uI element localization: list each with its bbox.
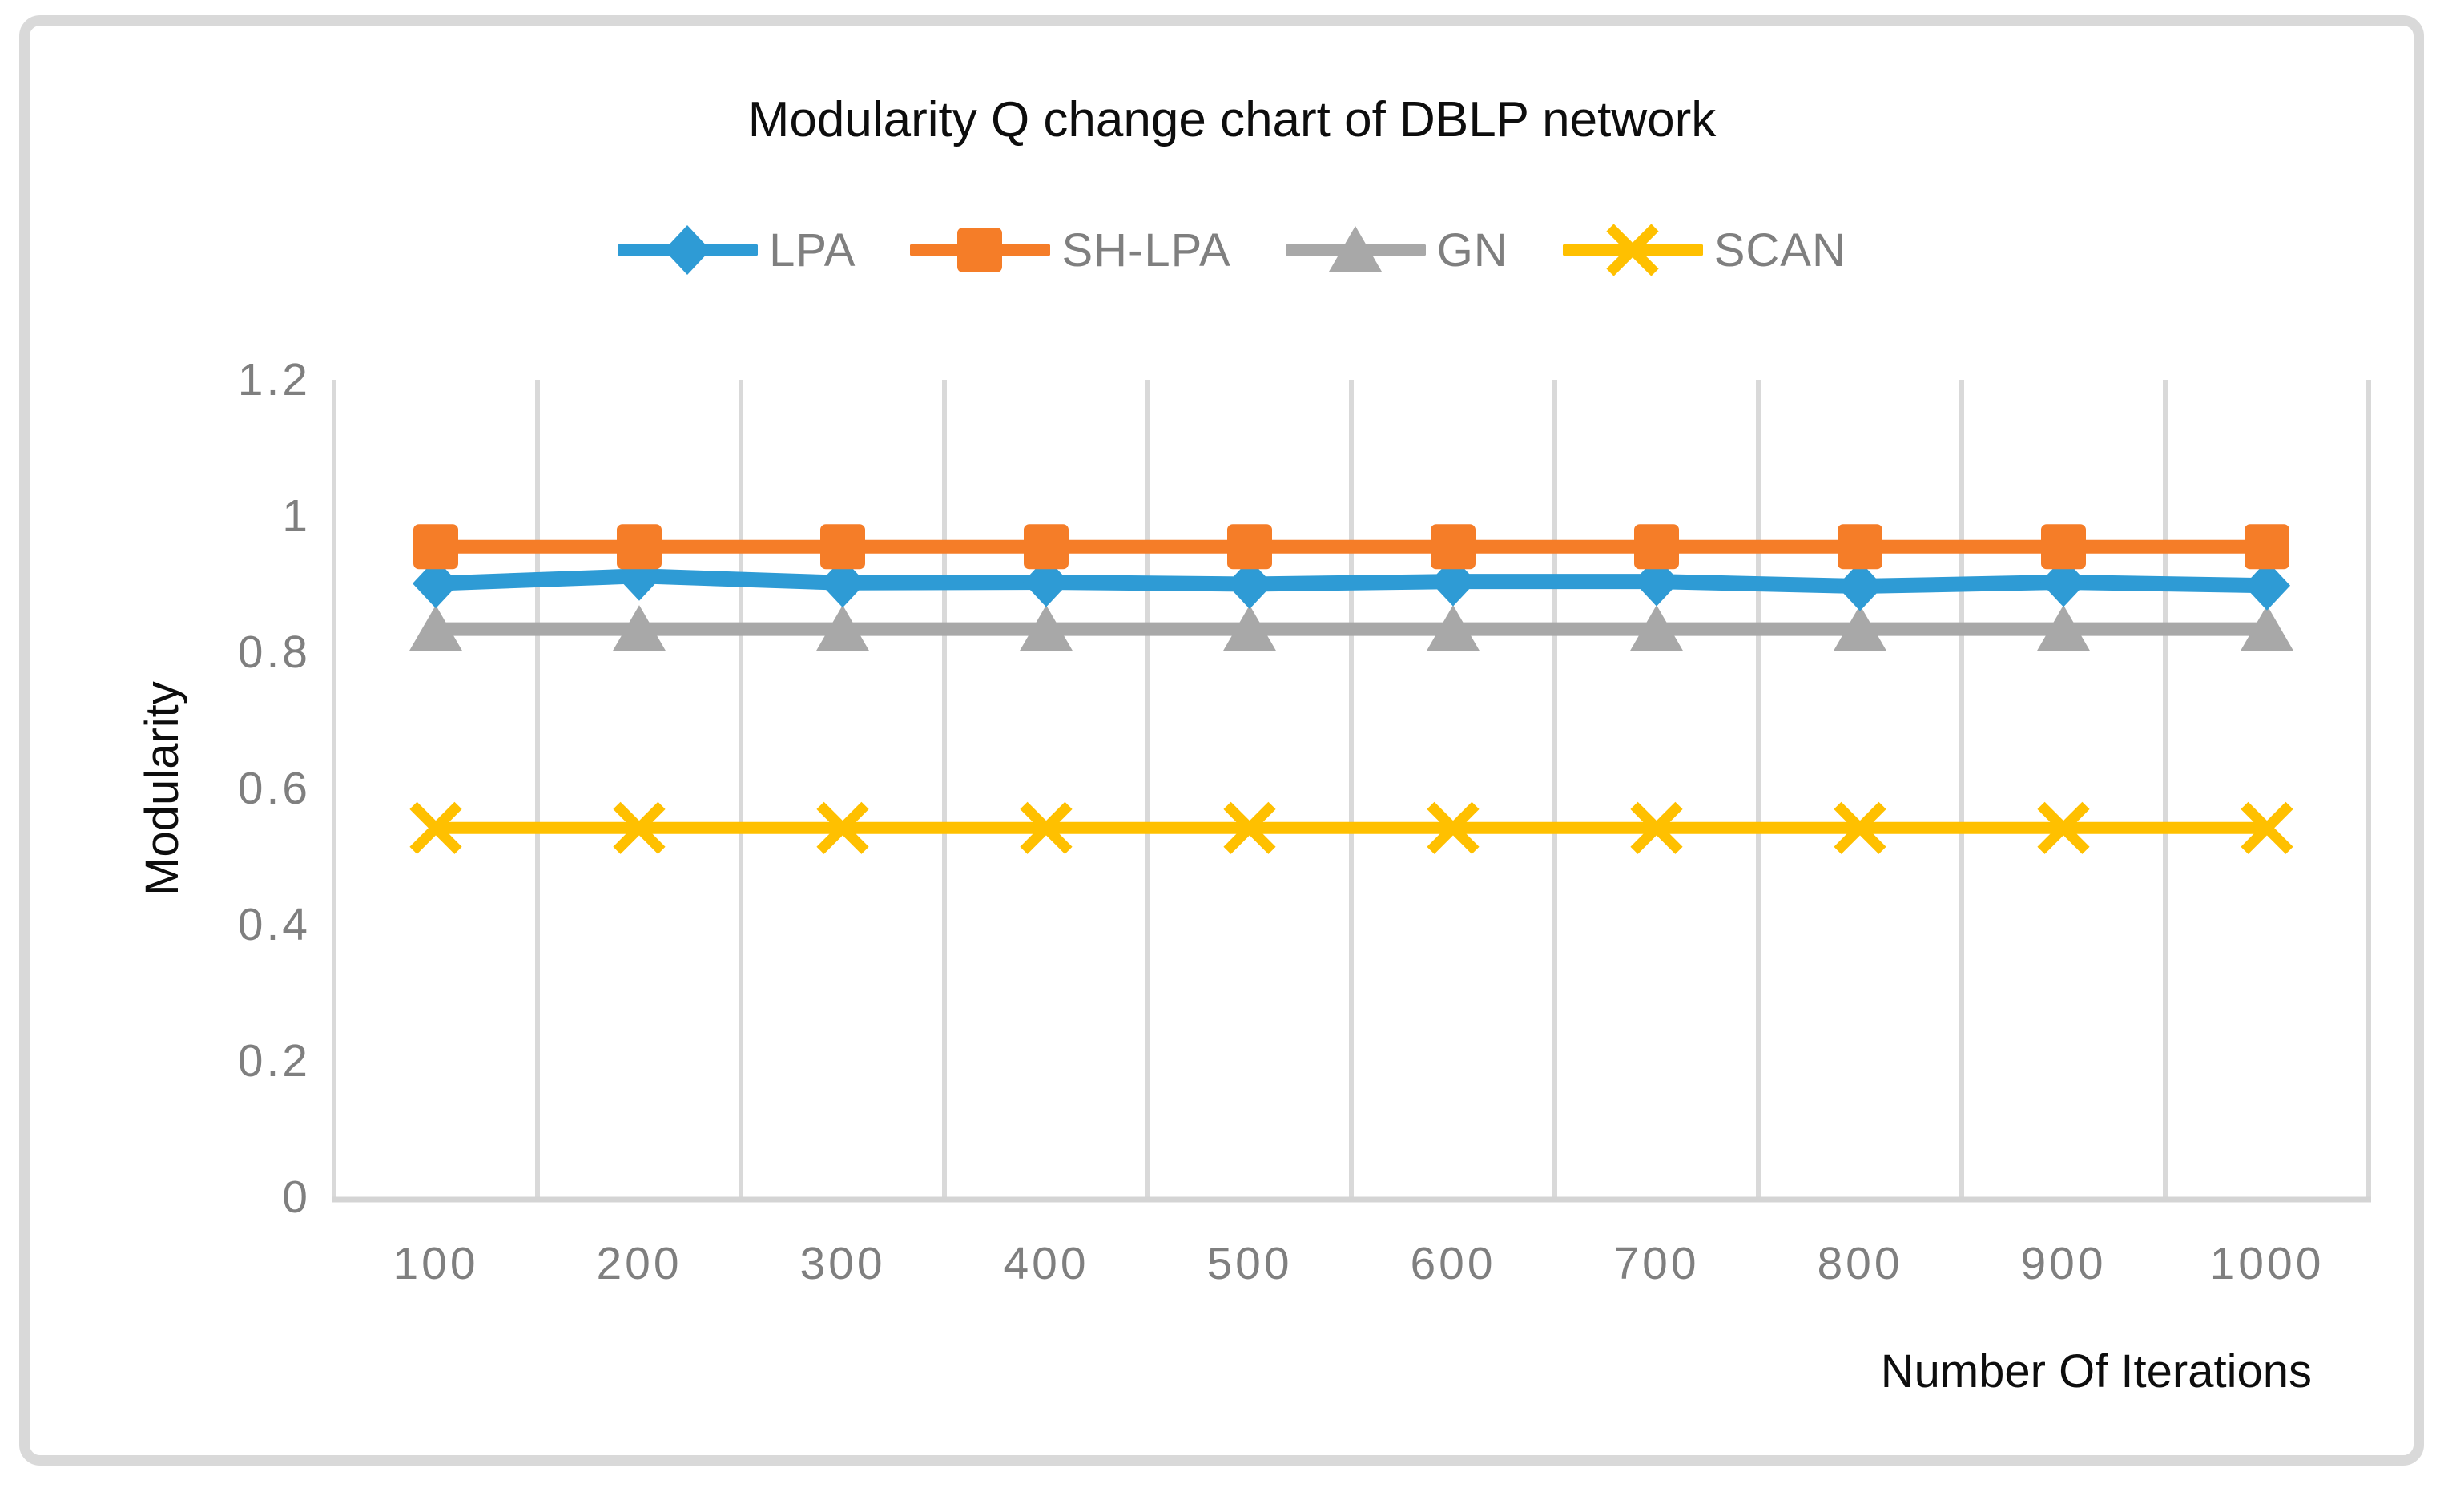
- x-tick-label: 100: [393, 1238, 479, 1289]
- series-SH-LPA: [413, 524, 2289, 570]
- series-GN: [409, 605, 2293, 651]
- legend-marker-diamond-icon: [618, 225, 759, 275]
- legend-marker-triangle-icon: [1285, 226, 1426, 272]
- x-tick-label: 500: [1206, 1238, 1293, 1289]
- x-tick-label: 400: [1003, 1238, 1089, 1289]
- legend-marker-square-icon: [910, 228, 1051, 272]
- x-tick-label: 300: [799, 1238, 886, 1289]
- legend-marker-x-icon: [1562, 224, 1703, 276]
- chart-title: Modularity Q change chart of DBLP networ…: [747, 92, 1717, 147]
- y-axis-title: Modularity: [136, 681, 188, 896]
- legend-label: SCAN: [1713, 224, 1846, 276]
- series-LPA: [413, 550, 2290, 611]
- legend-label: GN: [1436, 224, 1508, 276]
- x-tick-label: 1000: [2209, 1238, 2325, 1289]
- y-tick-label: 0.6: [237, 763, 311, 814]
- y-tick-label: 0.8: [237, 627, 311, 678]
- x-tick-label: 600: [1410, 1238, 1496, 1289]
- legend-item-lpa[interactable]: LPA: [618, 214, 856, 286]
- chart-legend: LPA SH-LPA GN SCAN: [0, 212, 2464, 288]
- y-tick-label: 0.4: [237, 899, 311, 950]
- legend-item-scan[interactable]: SCAN: [1562, 214, 1846, 286]
- legend-item-sh-lpa[interactable]: SH-LPA: [910, 214, 1230, 286]
- y-tick-label: 1: [282, 490, 311, 542]
- x-tick-label: 200: [596, 1238, 682, 1289]
- legend-label: SH-LPA: [1061, 224, 1231, 276]
- x-tick-label: 700: [1613, 1238, 1700, 1289]
- x-tick-label: 900: [2020, 1238, 2107, 1289]
- y-tick-label: 0.2: [237, 1035, 311, 1087]
- vertical-gridlines: [332, 380, 2371, 1197]
- x-axis-title: Number Of Iterations: [1880, 1345, 2312, 1397]
- series-SCAN: [409, 801, 2293, 854]
- chart-outer-border: [19, 15, 2424, 1466]
- y-tick-label: 0: [282, 1171, 311, 1223]
- x-tick-label: 800: [1817, 1238, 1903, 1289]
- legend-item-gn[interactable]: GN: [1285, 214, 1508, 286]
- legend-label: LPA: [769, 224, 856, 276]
- y-tick-label: 1.2: [237, 354, 311, 405]
